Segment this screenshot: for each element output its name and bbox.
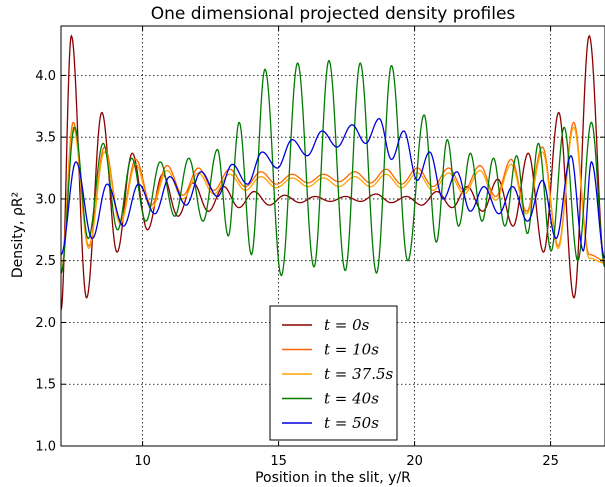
legend-box [269, 305, 398, 441]
legend-label: t = 0s [324, 316, 370, 334]
series-line [61, 60, 605, 277]
chart-title: One dimensional projected density profil… [151, 4, 516, 24]
x-tick-label: 20 [406, 454, 423, 469]
series-line [61, 34, 605, 311]
y-axis-label: Density, ρR² [10, 192, 26, 278]
y-tick-label: 2.5 [35, 254, 56, 269]
x-tick-label: 15 [270, 454, 287, 469]
y-tick-label: 1.5 [35, 378, 56, 393]
legend-label: t = 10s [324, 341, 379, 359]
axis-ticks: 10 15 20 25 1.0 1.5 2.0 2.5 3.0 3.5 4.0 [35, 26, 605, 469]
series-lines [61, 34, 605, 311]
x-tick-label: 25 [542, 454, 559, 469]
y-tick-label: 4.0 [35, 69, 56, 84]
x-axis-label: Position in the slit, y/R [255, 470, 411, 486]
y-tick-label: 3.5 [35, 131, 56, 146]
x-tick-label: 10 [134, 454, 151, 469]
series-line [61, 117, 605, 259]
legend-label: t = 50s [324, 414, 379, 432]
y-tick-label: 2.0 [35, 316, 56, 331]
y-tick-label: 1.0 [35, 440, 56, 455]
y-tick-label: 3.0 [35, 192, 56, 207]
legend: t = 0s t = 10s t = 37.5s t = 40s t = 50s [269, 305, 398, 441]
plot-frame [60, 25, 605, 447]
legend-label: t = 37.5s [324, 365, 394, 383]
series-line [61, 126, 605, 274]
legend-label: t = 40s [324, 390, 379, 408]
